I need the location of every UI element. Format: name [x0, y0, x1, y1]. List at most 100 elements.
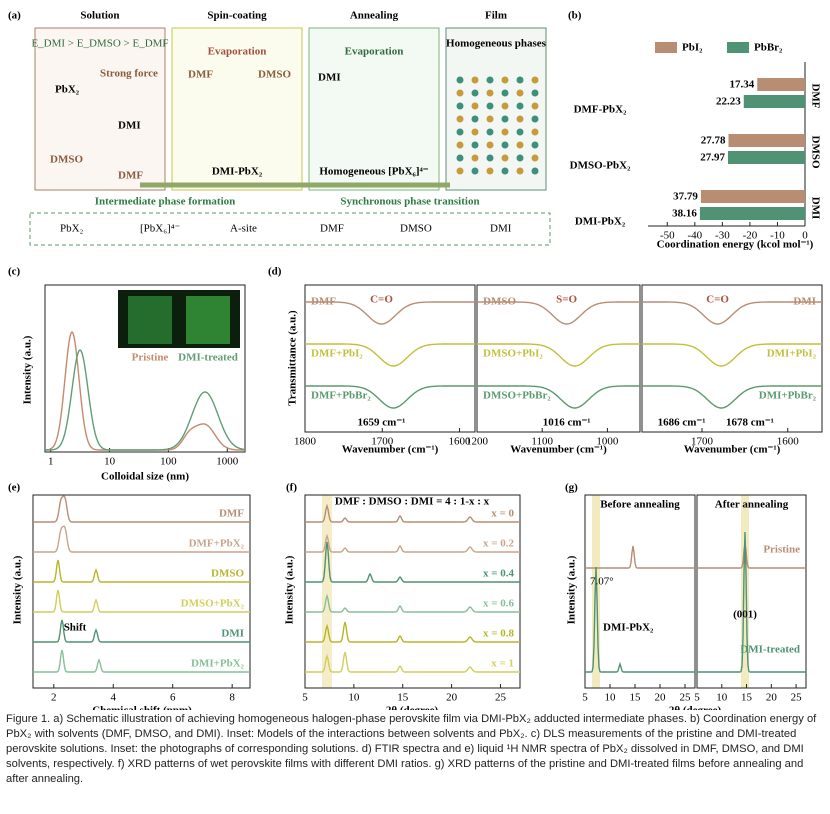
axes-frame [44, 284, 246, 453]
trace-label: x = 0 [491, 508, 514, 520]
label: Pristine [132, 352, 169, 364]
trace-label: DMSO [211, 568, 244, 580]
trace-curve [33, 559, 250, 583]
y-axis-title: Intensity (a.u.) [284, 555, 296, 624]
x-tick-label: 15 [630, 692, 642, 704]
dot [456, 76, 464, 84]
trace-curve [33, 495, 250, 523]
dot [456, 154, 464, 162]
dot [471, 141, 479, 149]
axes-frame [32, 494, 251, 689]
label: DMF [188, 69, 213, 81]
chart-title: DMF : DMSO : DMI = 4 : 1-x : x [335, 496, 490, 508]
y-axis-title: Intensity (a.u.) [12, 555, 24, 624]
dot [486, 141, 494, 149]
label: (001) [733, 609, 757, 621]
trace-label: x = 1 [491, 658, 514, 670]
x-axis-title: Wavenumber (cm⁻¹) [684, 444, 781, 456]
trace-curve [585, 545, 695, 569]
highlight [322, 495, 332, 688]
trace-curve [33, 649, 250, 673]
dot [531, 128, 539, 136]
axes-frame [304, 494, 521, 689]
dot [501, 141, 509, 149]
trace-curve [305, 343, 475, 367]
trace-curve [33, 589, 250, 613]
trace-curve [477, 343, 640, 367]
dot [501, 102, 509, 110]
x-tick-label: 1200 [466, 436, 489, 448]
trace-label: DMSO+PbX₂ [181, 598, 245, 610]
caption: Figure 1. a) Schematic illustration of a… [6, 713, 817, 785]
x-tick-label: 1600 [449, 436, 472, 448]
dot [501, 115, 509, 123]
axes-frame [584, 494, 696, 689]
label: DMSO [50, 154, 83, 166]
x-axis-title: Chemical shift (ppm) [92, 705, 192, 710]
x-tick-label: -20 [743, 230, 758, 242]
label: C=O [370, 294, 393, 306]
dot [516, 141, 524, 149]
highlight [741, 495, 749, 688]
label: DMI-PbX₂ [212, 166, 263, 178]
dot [471, 89, 479, 97]
value-label: 17.34 [729, 79, 754, 91]
axes-frame [641, 284, 823, 433]
x-axis-title: Coordination energy (kcol mol⁻¹) [657, 239, 814, 251]
trace-curve [305, 621, 520, 643]
dot [456, 141, 464, 149]
trace-label: DMI+PbI₂ [767, 348, 817, 360]
label: DMSO [258, 69, 291, 81]
label: Homogeneous phases [446, 38, 547, 50]
trace-curve [697, 542, 806, 569]
trace-label: x = 0.8 [483, 628, 515, 640]
x-axis-title: Colloidal size (nm) [101, 471, 189, 483]
trace-label: DMF [219, 508, 244, 520]
x-tick-label: 15 [397, 692, 409, 704]
dot [471, 167, 479, 175]
label: (d) [268, 266, 282, 278]
x-tick-label: 10 [716, 692, 728, 704]
value-label: 27.97 [700, 152, 725, 164]
bottom-label: Synchronous phase transition [340, 196, 479, 208]
dot [516, 128, 524, 136]
legend-label: A-site [230, 223, 257, 235]
trace-label: DMF+PbX₂ [189, 538, 245, 550]
x-tick-label: 10 [348, 692, 360, 704]
x-tick-label: 25 [495, 692, 507, 704]
y-axis-title: Transmittance (a.u.) [287, 310, 299, 406]
label: DMI-PbX₂ [603, 622, 654, 634]
dot [531, 115, 539, 123]
x-tick-label: 1100 [531, 436, 553, 448]
dot [486, 115, 494, 123]
trace-curve [697, 531, 806, 673]
x-tick-label: 100 [160, 456, 177, 468]
label: Strong force [100, 68, 158, 80]
label: DMI-treated [178, 352, 238, 364]
trace-label: x = 0.4 [483, 568, 515, 580]
y-axis-title: Intensity (a.u.) [22, 335, 34, 404]
x-tick-label: -10 [770, 230, 785, 242]
trace-curve [477, 385, 640, 409]
trace-label: DMF [311, 296, 336, 308]
dot [486, 154, 494, 162]
label: DMF [118, 170, 143, 182]
trace-curve [305, 541, 520, 583]
x-tick-label: 20 [655, 692, 667, 704]
x-tick-label: 20 [446, 692, 458, 704]
bar [699, 207, 805, 220]
dot [471, 115, 479, 123]
trace-label: x = 0.6 [483, 598, 515, 610]
x-tick-label: 20 [766, 692, 778, 704]
legend-label: DMSO [400, 223, 432, 235]
trace-label: DMSO+PbBr₂ [483, 390, 551, 402]
x-tick-label: 25 [791, 692, 803, 704]
bar [700, 190, 805, 203]
x-tick-label: 8 [229, 692, 235, 704]
trace-curve [477, 301, 640, 325]
stage: Annealing [350, 10, 399, 22]
value-label: 22.23 [716, 96, 741, 108]
dot [456, 89, 464, 97]
bar [743, 95, 805, 108]
